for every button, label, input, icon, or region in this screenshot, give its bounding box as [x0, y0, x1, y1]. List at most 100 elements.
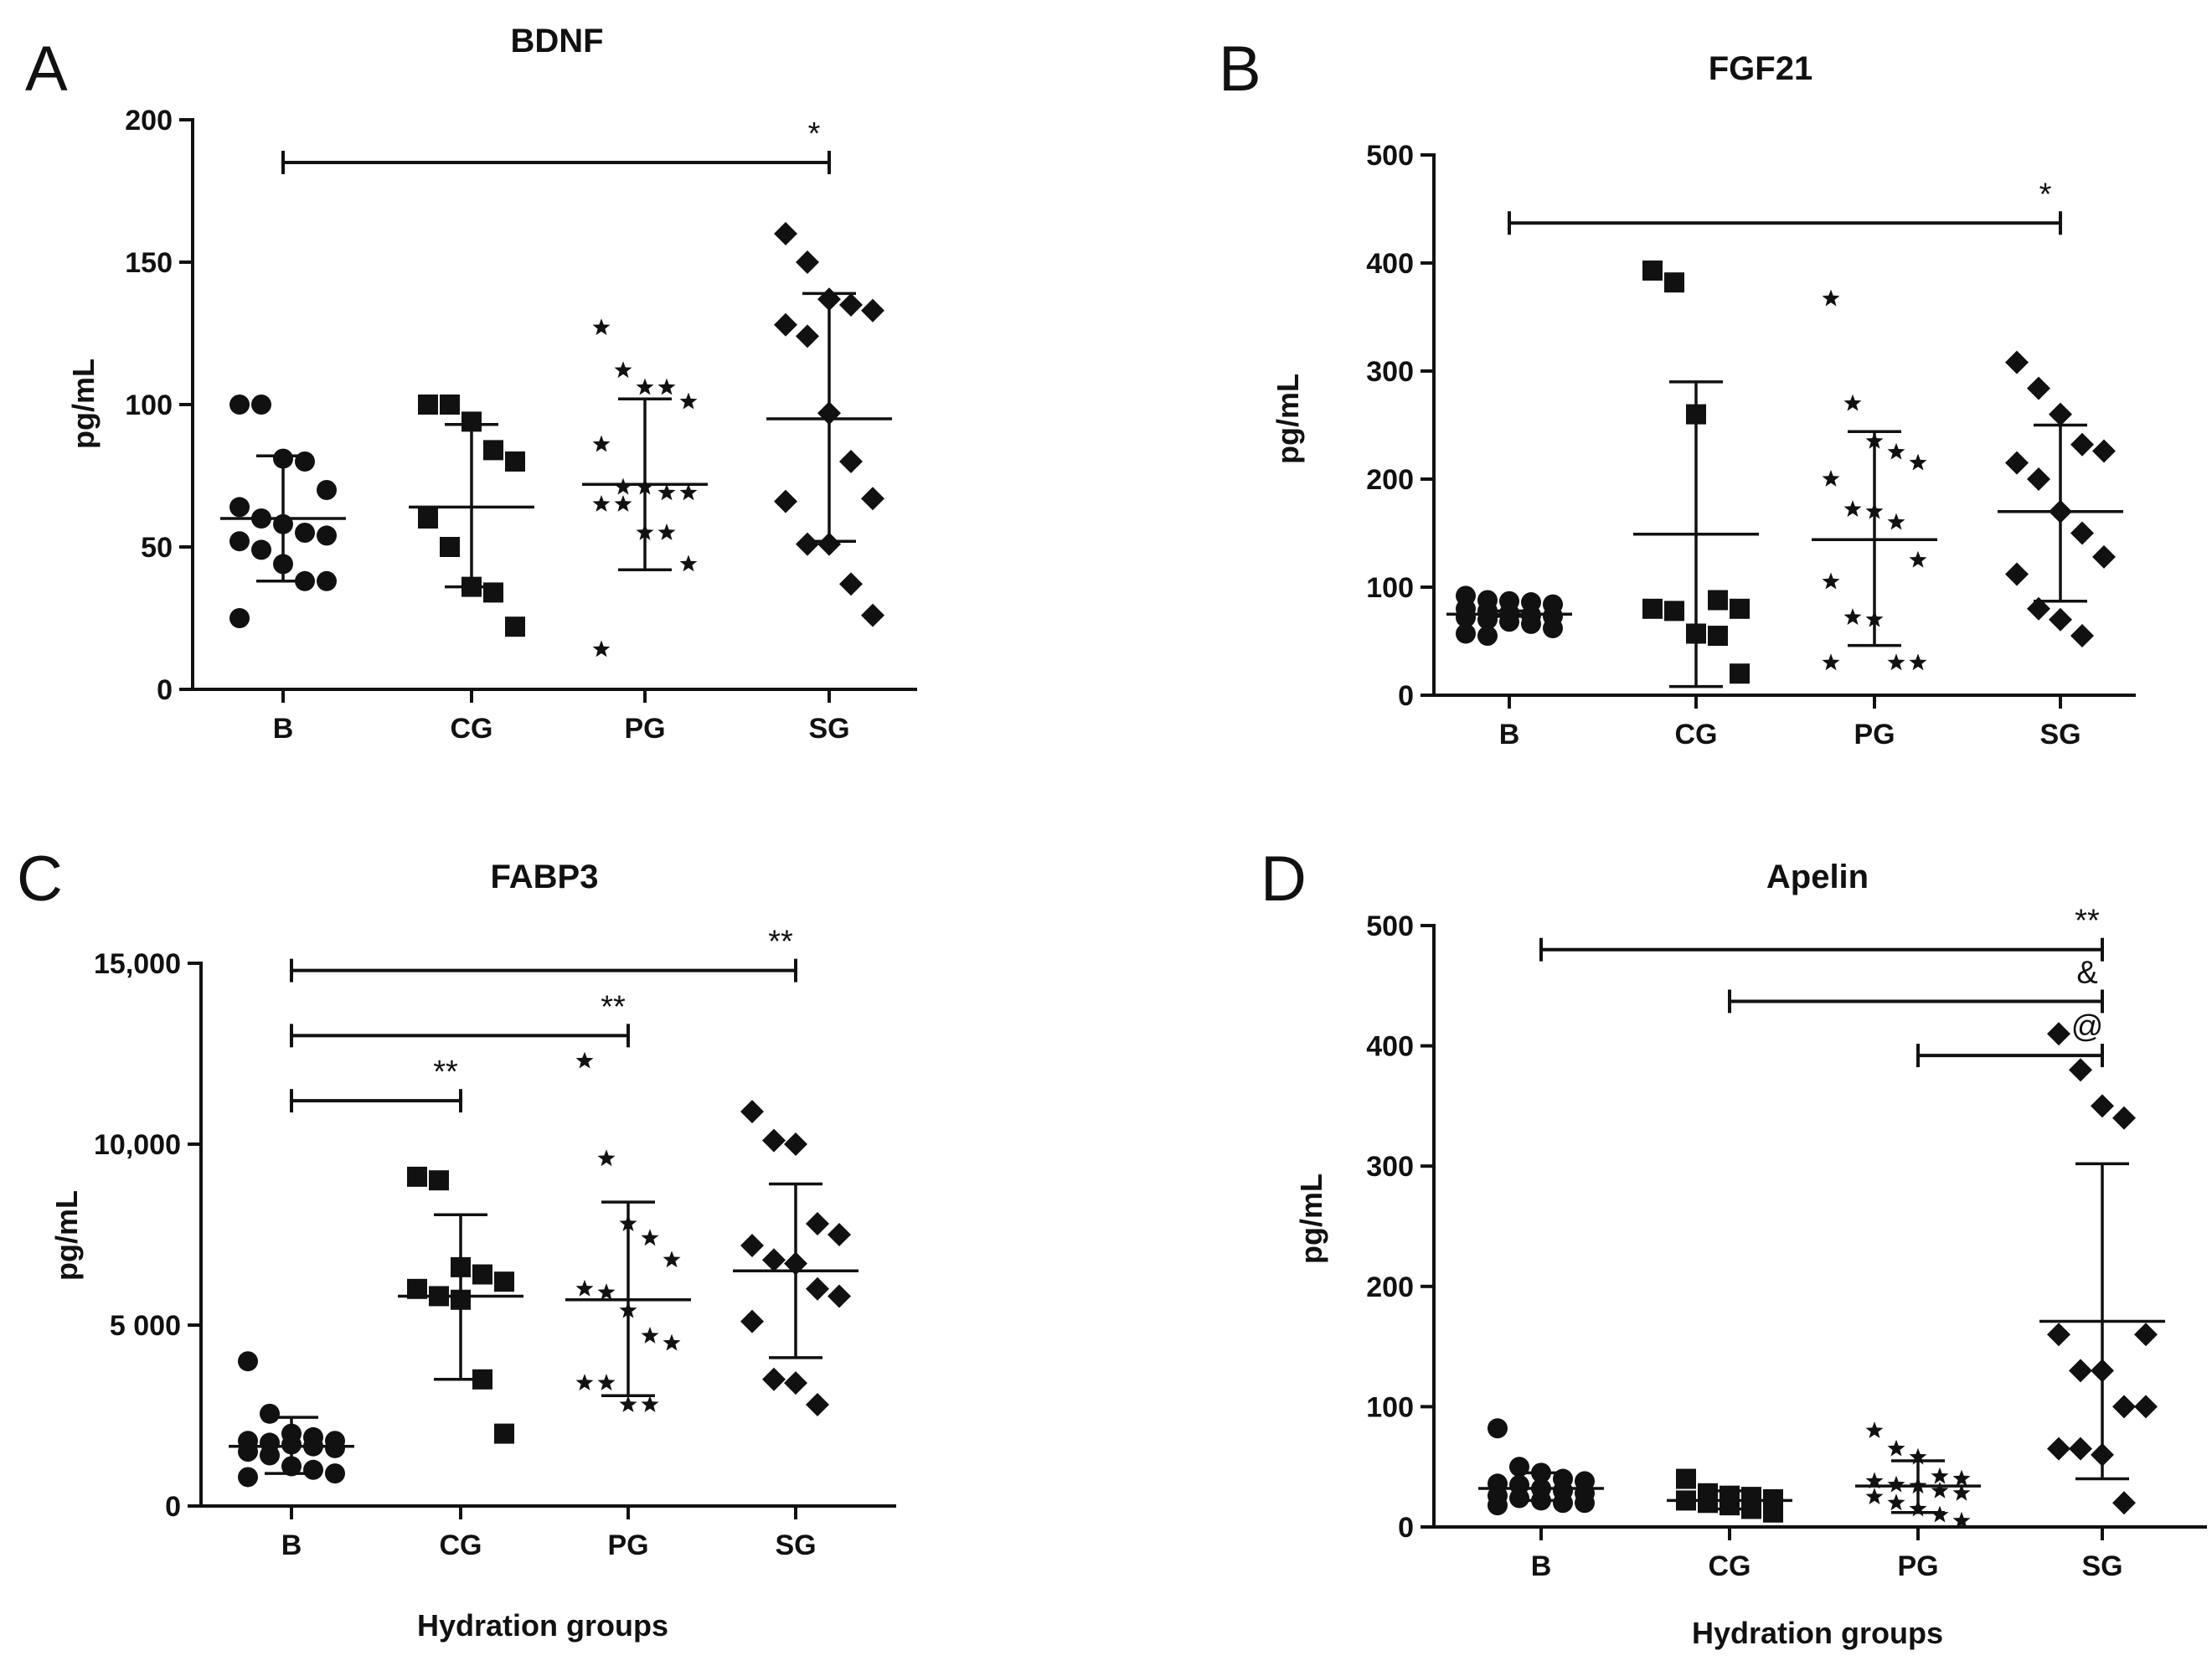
x-tick-label: B — [273, 713, 294, 745]
data-point — [1843, 608, 1862, 625]
data-point — [614, 495, 632, 512]
data-point — [505, 616, 525, 637]
data-point — [1952, 1483, 1971, 1501]
x-tick-label: PG — [1854, 719, 1895, 750]
data-point — [597, 1149, 616, 1167]
data-point — [2134, 1323, 2158, 1347]
data-point — [1642, 598, 1663, 619]
data-point — [641, 1327, 659, 1344]
y-tick-label: 500 — [1366, 140, 1414, 172]
data-point — [619, 1395, 637, 1412]
data-point — [636, 378, 654, 395]
series-pg — [565, 1051, 691, 1412]
data-point — [597, 1283, 616, 1300]
data-point — [575, 1051, 594, 1069]
data-point — [1664, 601, 1684, 622]
data-point — [1952, 1469, 1971, 1487]
significance-label: * — [2039, 177, 2052, 212]
data-point — [861, 487, 884, 511]
y-tick-label: 400 — [1366, 1031, 1414, 1063]
data-point — [1909, 1447, 1927, 1465]
data-point — [762, 1128, 786, 1153]
series-sg — [1998, 350, 2123, 648]
data-point — [592, 435, 611, 452]
data-point — [762, 1248, 786, 1272]
x-tick-label: SG — [775, 1529, 816, 1561]
data-point — [806, 1212, 829, 1236]
data-point — [575, 1374, 594, 1390]
panel-c-xlabel: Hydration groups — [417, 1608, 668, 1643]
data-point — [1843, 500, 1862, 517]
data-point — [1909, 453, 1927, 471]
panel-a-title: BDNF — [510, 23, 603, 59]
data-point — [2091, 1094, 2114, 1118]
x-tick-label: SG — [2081, 1550, 2122, 1582]
data-point — [494, 1423, 514, 1444]
data-point — [1642, 260, 1663, 281]
data-point — [1730, 663, 1750, 684]
data-point — [839, 293, 863, 317]
data-point — [1931, 1467, 1949, 1484]
data-point — [679, 483, 698, 501]
panel-a-marks: 0 50 100 150 200 B CG PG SG * — [125, 105, 917, 745]
data-point — [1730, 598, 1750, 619]
data-point — [2049, 607, 2072, 632]
data-point — [2047, 1323, 2070, 1347]
data-point — [1931, 1481, 1949, 1498]
data-point — [1909, 653, 1927, 671]
data-point — [817, 532, 841, 556]
y-tick-label: 200 — [125, 105, 173, 137]
series-cg — [398, 1166, 523, 1444]
data-point — [2049, 402, 2072, 426]
x-tick-label: PG — [607, 1529, 648, 1561]
data-point — [317, 570, 337, 591]
x-tick-label: CG — [440, 1529, 482, 1561]
data-point — [2069, 1359, 2092, 1383]
data-point — [663, 1251, 681, 1268]
x-tick-label: SG — [808, 713, 849, 745]
panel-d-xlabel: Hydration groups — [1692, 1616, 1943, 1650]
panel-a-ylabel: pg/mL — [66, 358, 101, 449]
panel-letter-c: C — [17, 843, 63, 915]
data-point — [657, 378, 676, 395]
data-point — [592, 318, 611, 336]
data-point — [2069, 1058, 2092, 1082]
data-point — [828, 1223, 851, 1246]
data-point — [784, 1371, 807, 1395]
data-point — [2070, 624, 2094, 648]
data-point — [2005, 562, 2029, 586]
data-point — [614, 361, 632, 379]
data-point — [657, 483, 676, 501]
data-point — [1865, 1488, 1884, 1504]
y-tick-label: 0 — [165, 1491, 181, 1523]
y-tick-label: 0 — [1398, 680, 1414, 712]
data-point — [641, 1395, 659, 1412]
data-point — [1822, 572, 1840, 590]
data-point — [2134, 1395, 2158, 1419]
y-tick-label: 150 — [125, 247, 173, 279]
series-cg — [1667, 1468, 1792, 1523]
panel-b-ylabel: pg/mL — [1271, 374, 1305, 464]
data-point — [657, 524, 676, 540]
y-tick-label: 500 — [1366, 910, 1414, 942]
data-point — [1553, 1493, 1573, 1514]
data-point — [1909, 550, 1927, 568]
data-point — [828, 1284, 851, 1308]
panel-c-ylabel: pg/mL — [49, 1190, 84, 1281]
x-tick-label: B — [1531, 1550, 1552, 1582]
y-tick-label: 400 — [1366, 248, 1414, 280]
y-tick-label: 50 — [141, 532, 173, 564]
data-point — [796, 532, 819, 556]
panel-letter-a: A — [25, 34, 68, 105]
data-point — [2092, 544, 2116, 569]
data-point — [861, 298, 884, 322]
panel-a: A BDNF pg/mL 0 50 100 150 200 B CG PG SG * — [25, 23, 917, 745]
data-point — [1822, 470, 1840, 487]
data-point — [774, 312, 797, 337]
data-point — [1543, 618, 1563, 639]
data-point — [238, 1467, 258, 1488]
data-point — [1887, 442, 1905, 460]
data-point — [806, 1277, 829, 1301]
y-tick-label: 300 — [1366, 356, 1414, 388]
data-point — [1887, 513, 1905, 530]
